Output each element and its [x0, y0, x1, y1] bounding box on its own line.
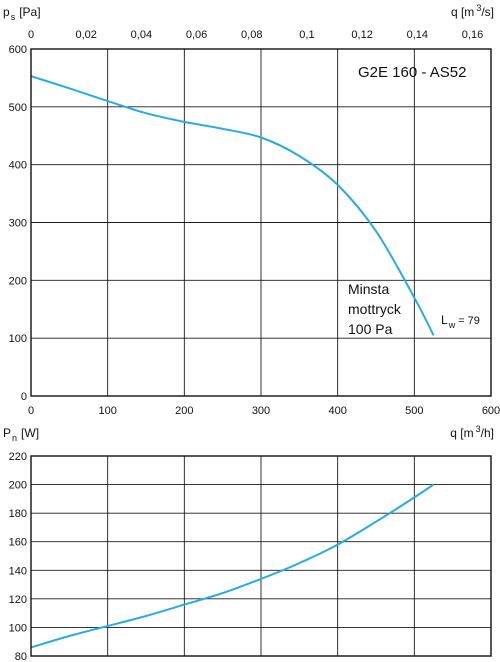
power-tick-label: 80 — [15, 651, 27, 662]
flow-m3s-tick-label: 0 — [28, 29, 34, 41]
pressure-tick-label: 100 — [9, 333, 27, 345]
flow-m3h-tick-label: 500 — [405, 405, 423, 417]
pressure-axis-label: ps [Pa] — [3, 5, 41, 22]
flow-m3s-tick-label: 0,04 — [131, 29, 152, 41]
pressure-tick-label: 600 — [9, 44, 27, 56]
power-tick-label: 160 — [9, 537, 27, 549]
power-tick-label: 140 — [9, 565, 27, 577]
flow-m3h-tick-label: 100 — [98, 405, 116, 417]
min-pressure-line2: mottryck — [348, 301, 402, 317]
flow-m3h-tick-label: 400 — [328, 405, 346, 417]
flow-m3s-tick-label: 0,06 — [186, 29, 207, 41]
power-curve — [30, 483, 435, 649]
sound-power-label: Lw = 79 — [441, 313, 480, 330]
pressure-chart-frame — [30, 48, 492, 397]
power-chart-grid — [30, 455, 492, 657]
power-chart-frame — [30, 455, 492, 657]
pressure-curve — [30, 75, 435, 336]
power-tick-label: 220 — [9, 451, 27, 463]
pressure-tick-label: 200 — [9, 275, 27, 287]
power-axis-label: Pn [W] — [3, 426, 39, 443]
flow-m3s-tick-label: 0,14 — [407, 29, 428, 41]
pressure-chart-grid — [30, 48, 492, 397]
flow-m3s-tick-label: 0,12 — [351, 29, 372, 41]
power-tick-label: 100 — [9, 622, 27, 634]
power-tick-label: 200 — [9, 480, 27, 492]
model-title: G2E 160 - AS52 — [358, 64, 466, 81]
flow-m3h-tick-labels: 0 100 200 300 400 500 600 — [28, 405, 500, 417]
pressure-tick-label: 0 — [21, 391, 27, 403]
pressure-tick-label: 500 — [9, 102, 27, 114]
flow-m3h-axis-label: q [m 3/h] — [450, 424, 494, 440]
pressure-tick-label: 300 — [9, 218, 27, 230]
flow-m3s-tick-label: 0,1 — [299, 29, 314, 41]
flow-m3s-tick-label: 0,08 — [241, 29, 262, 41]
power-y-tick-labels: 80 100 120 140 160 180 200 220 — [9, 451, 27, 662]
min-pressure-line1: Minsta — [348, 281, 389, 297]
flow-m3s-tick-labels: 0 0,02 0,04 0,06 0,08 0,1 0,12 0,14 0,16 — [28, 29, 483, 41]
pressure-y-tick-labels: 0 100 200 300 400 500 600 — [9, 44, 27, 403]
flow-m3h-tick-label: 300 — [252, 405, 270, 417]
flow-m3h-tick-label: 200 — [175, 405, 193, 417]
flow-m3h-tick-label: 0 — [28, 405, 34, 417]
min-pressure-line3: 100 Pa — [348, 321, 393, 337]
flow-m3s-tick-label: 0,02 — [75, 29, 96, 41]
power-tick-label: 180 — [9, 508, 27, 520]
power-tick-label: 120 — [9, 594, 27, 606]
flow-m3s-tick-label: 0,16 — [462, 29, 483, 41]
flow-m3s-axis-label: q [m 3/s] — [451, 3, 494, 19]
flow-m3h-tick-label: 600 — [482, 405, 500, 417]
pressure-tick-label: 400 — [9, 160, 27, 172]
